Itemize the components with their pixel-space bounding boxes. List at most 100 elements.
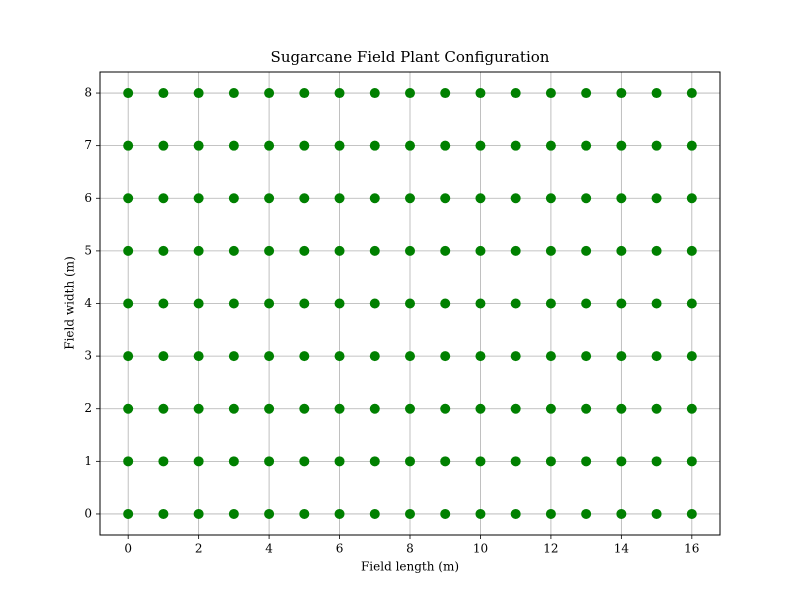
point [405,456,415,467]
point [616,88,627,99]
point [616,245,627,256]
point [510,403,521,414]
point [334,245,345,256]
point [123,351,134,362]
point [510,298,521,309]
point [158,245,169,256]
point [123,456,134,467]
point [686,351,697,362]
point [193,456,204,467]
point [299,508,310,519]
point [510,508,521,519]
point [475,508,486,519]
point [228,456,239,467]
point [475,193,486,204]
point [299,298,310,309]
point [510,193,521,204]
point [228,508,239,519]
point [686,88,697,99]
point [264,508,275,519]
point [158,508,169,519]
point [686,456,697,467]
y-tick-label: 4 [84,296,92,310]
point [651,403,662,414]
point [193,140,204,151]
point [193,193,204,204]
point [299,456,310,467]
point [334,88,345,99]
point [686,193,697,204]
point [510,456,521,467]
point [616,351,627,362]
point [369,193,380,204]
point [440,351,451,362]
point [369,88,380,99]
point [440,245,451,256]
point [440,508,451,519]
point [581,140,592,151]
point [193,351,204,362]
point [369,508,380,519]
point [475,88,486,99]
x-tick-label: 0 [124,542,132,556]
y-tick-label: 8 [84,86,92,100]
point [405,508,415,519]
point [228,403,239,414]
point [651,456,662,467]
point [545,351,556,362]
y-tick-label: 0 [84,506,92,520]
point [334,351,345,362]
point [651,88,662,99]
y-tick-label: 3 [84,349,92,363]
y-tick-label: 2 [84,401,92,415]
point [475,140,486,151]
point [299,245,310,256]
x-tick-label: 8 [406,542,414,556]
point [369,456,380,467]
point [334,403,345,414]
point [510,140,521,151]
x-tick-label: 2 [195,542,203,556]
point [475,456,486,467]
point [651,193,662,204]
point [440,298,451,309]
point [193,298,204,309]
point [545,88,556,99]
point [545,508,556,519]
point [264,351,275,362]
point [264,140,275,151]
point [686,508,697,519]
point [581,403,592,414]
point [264,193,275,204]
point [545,245,556,256]
point [158,456,169,467]
point [158,403,169,414]
point [193,88,204,99]
point [686,245,697,256]
point [440,403,451,414]
point [299,140,310,151]
x-tick-label: 10 [473,542,488,556]
y-axis-label: Field width (m) [63,256,77,350]
point [581,456,592,467]
y-tick-label: 6 [84,191,92,205]
point [158,351,169,362]
point [651,351,662,362]
point [405,193,415,204]
point [299,193,310,204]
point [228,298,239,309]
point [123,193,134,204]
point [581,245,592,256]
point [405,245,415,256]
point [264,298,275,309]
point [651,140,662,151]
point [475,245,486,256]
point [264,88,275,99]
point [686,403,697,414]
point [123,298,134,309]
point [545,403,556,414]
point [686,298,697,309]
point [123,140,134,151]
point [228,351,239,362]
